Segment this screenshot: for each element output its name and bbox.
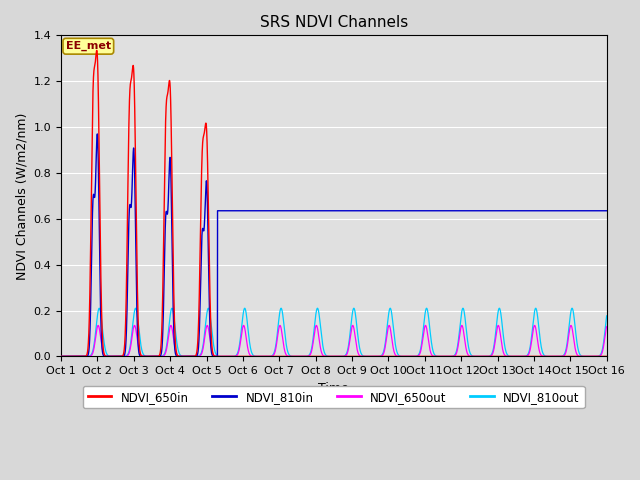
X-axis label: Time: Time [319, 382, 349, 395]
Text: EE_met: EE_met [66, 41, 111, 51]
Y-axis label: NDVI Channels (W/m2/nm): NDVI Channels (W/m2/nm) [15, 112, 28, 279]
Title: SRS NDVI Channels: SRS NDVI Channels [260, 15, 408, 30]
Legend: NDVI_650in, NDVI_810in, NDVI_650out, NDVI_810out: NDVI_650in, NDVI_810in, NDVI_650out, NDV… [83, 386, 584, 408]
